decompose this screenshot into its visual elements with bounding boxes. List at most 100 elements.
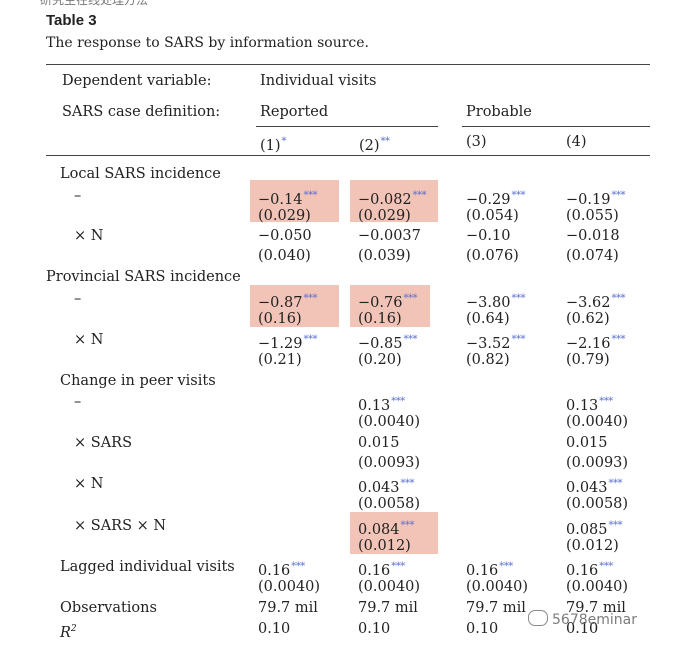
cell-lag-c1: 0.16*** [258,561,305,579]
dependent-variable-value: Individual visits [260,73,377,89]
definition-label: SARS case definition: [62,104,221,120]
cell-localn-c3-se: (0.076) [466,248,519,264]
row-local-dash: – [74,188,82,204]
row-peer-heading: Change in peer visits [60,373,216,389]
cropped-header-fragment: 研究生在线处理方法 [40,0,149,7]
cell-lag-c3: 0.16*** [466,561,513,579]
cell-provn-c2-se: (0.20) [358,352,402,368]
cell-obs-c3: 79.7 mil [466,600,526,616]
cell-obs-c1: 79.7 mil [258,600,318,616]
cell-localn-c4: −0.018 [566,228,620,244]
cell-localn-c2: −0.0037 [358,228,421,244]
cell-provn-c4-se: (0.79) [566,352,610,368]
table-title: Table 3 [46,12,97,29]
table-caption: The response to SARS by information sour… [46,35,370,51]
cell-lag-c1-se: (0.0040) [258,579,321,595]
row-observations: Observations [60,600,157,616]
cell-provn-c3: −3.52*** [466,334,525,352]
cell-prov-c3: −3.80*** [466,293,525,311]
cell-localn-c4-se: (0.074) [566,248,619,264]
probable-rule [462,126,650,127]
header-bottom-rule [46,155,650,156]
group-reported: Reported [260,104,329,120]
cell-peers-c4-se: (0.0093) [566,455,629,471]
watermark: 5678eminar [528,610,637,628]
cell-r2-c3: 0.10 [466,621,499,637]
cell-peern-c4: 0.043*** [566,478,623,496]
row-local-times-n: × N [74,228,104,244]
cell-prov-c4-se: (0.62) [566,311,610,327]
cell-peern-c2-se: (0.0058) [358,496,421,512]
cell-peersn-c2: 0.084*** [358,520,415,538]
col-header-3: (3) [466,134,487,150]
cell-obs-c4: 79.7 mil [566,600,626,616]
highlight-prov-c2 [350,285,430,327]
cell-prov-c1-se: (0.16) [258,311,302,327]
cell-prov-c4: −3.62*** [566,293,625,311]
row-peer-times-sars: × SARS [74,435,133,451]
row-lagged: Lagged individual visits [60,559,235,575]
row-peer-times-n: × N [74,476,104,492]
cell-provn-c1-se: (0.21) [258,352,302,368]
cell-peer-c2-se: (0.0040) [358,414,421,430]
group-probable: Probable [466,104,532,120]
top-rule [46,64,650,65]
highlight-peersn-c2 [350,512,438,554]
cell-local-c2: −0.082*** [358,190,427,208]
row-prov-times-n: × N [74,332,104,348]
cell-peersn-c2-se: (0.012) [358,538,411,554]
cell-lag-c4: 0.16*** [566,561,613,579]
cell-prov-c2: −0.76*** [358,293,417,311]
cell-local-c3: −0.29*** [466,190,525,208]
cell-provn-c1: −1.29*** [258,334,317,352]
dependent-variable-label: Dependent variable: [62,73,212,89]
cell-local-c2-se: (0.029) [358,208,411,224]
cell-localn-c3: −0.10 [466,228,511,244]
cell-provn-c2: −0.85*** [358,334,417,352]
highlight-prov-c1 [250,285,339,327]
cell-provn-c4: −2.16*** [566,334,625,352]
row-provincial-heading: Provincial SARS incidence [46,269,241,285]
col-header-2: (2)** [359,136,390,154]
row-local-heading: Local SARS incidence [60,166,221,182]
cell-peers-c2-se: (0.0093) [358,455,421,471]
cell-r2-c2: 0.10 [358,621,391,637]
col-header-4: (4) [566,134,587,150]
cell-local-c4: −0.19*** [566,190,625,208]
row-prov-dash: – [74,291,82,307]
cell-local-c1: −0.14*** [258,190,317,208]
cell-localn-c1: −0.050 [258,228,312,244]
highlight-local-c2 [350,180,438,222]
row-peer-dash: – [74,394,82,410]
row-r2: R2 [60,624,77,641]
cell-localn-c1-se: (0.040) [258,248,311,264]
col-header-1: (1)* [260,136,287,154]
cell-peern-c2: 0.043*** [358,478,415,496]
cell-lag-c4-se: (0.0040) [566,579,629,595]
cell-peern-c4-se: (0.0058) [566,496,629,512]
cell-lag-c2: 0.16*** [358,561,405,579]
cell-provn-c3-se: (0.82) [466,352,510,368]
cell-lag-c3-se: (0.0040) [466,579,529,595]
cell-local-c4-se: (0.055) [566,208,619,224]
cell-lag-c2-se: (0.0040) [358,579,421,595]
cell-r2-c4: 0.10 [566,621,599,637]
cell-prov-c2-se: (0.16) [358,311,402,327]
highlight-local-c1 [250,180,339,222]
cell-localn-c2-se: (0.039) [358,248,411,264]
cell-local-c1-se: (0.029) [258,208,311,224]
cell-peersn-c4: 0.085*** [566,520,623,538]
cell-peer-c4: 0.13*** [566,396,613,414]
row-peer-times-sars-n: × SARS × N [74,518,167,534]
cell-obs-c2: 79.7 mil [358,600,418,616]
reported-rule [256,126,438,127]
cell-prov-c1: −0.87*** [258,293,317,311]
cell-peersn-c4-se: (0.012) [566,538,619,554]
chat-icon [528,610,548,626]
cell-local-c3-se: (0.054) [466,208,519,224]
cell-peer-c2: 0.13*** [358,396,405,414]
cell-peers-c2: 0.015 [358,435,400,451]
cell-peer-c4-se: (0.0040) [566,414,629,430]
cell-r2-c1: 0.10 [258,621,291,637]
cell-peers-c4: 0.015 [566,435,608,451]
